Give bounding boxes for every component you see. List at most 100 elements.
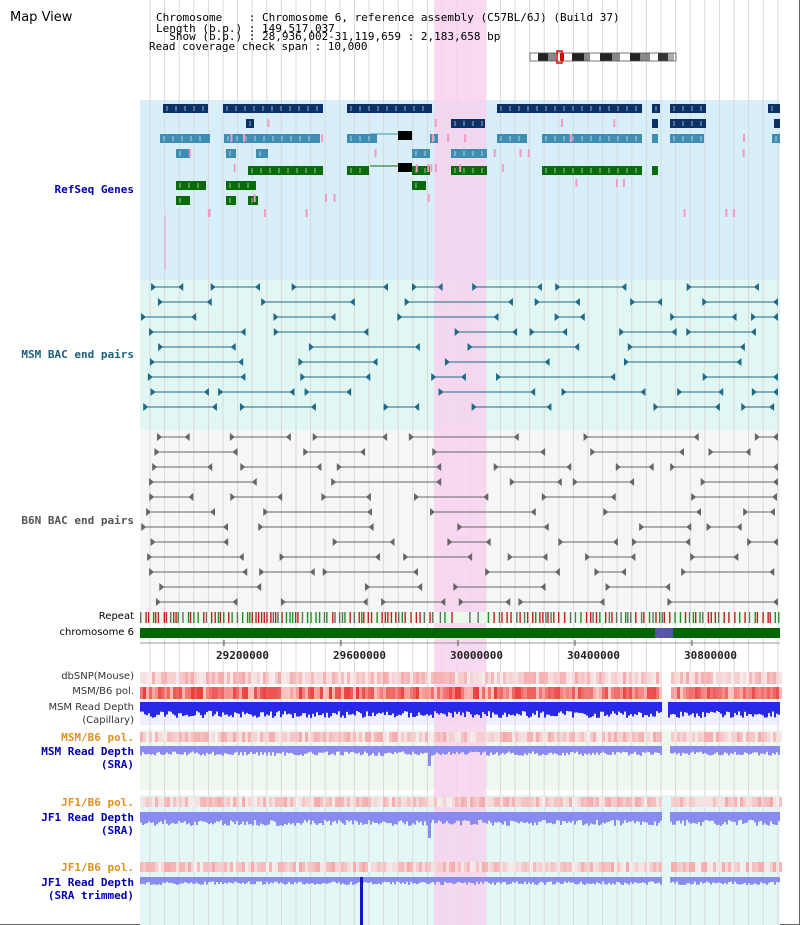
jf1-b6-pol-strip-2: [404, 862, 407, 872]
track-label-msm-bac[interactable]: MSM BAC end pairs: [21, 348, 134, 361]
msm-b6-pol-strip: [299, 687, 302, 699]
jf1-b6-pol-strip: [629, 797, 632, 807]
msm-capillary-depth-bar: [168, 702, 170, 712]
b6n-bac-pair-end: [336, 463, 342, 471]
jf1-b6-pol-strip: [680, 797, 683, 807]
repeat-feature: [611, 612, 613, 623]
jf1-trimmed-depth-bar: [542, 877, 544, 883]
jf1-sra-depth-bar: [558, 812, 560, 821]
refseq-minor-feature: [427, 164, 430, 172]
track-label-jf1-b6-pol[interactable]: JF1/B6 pol.: [61, 796, 134, 809]
refseq-minor-feature: [447, 134, 450, 142]
track-label-jf1-depth-sra[interactable]: JF1 Read Depth: [41, 811, 134, 824]
jf1-b6-pol-strip-2: [632, 862, 635, 872]
msm-b6-pol-strip: [656, 687, 659, 699]
repeat-feature: [272, 612, 275, 623]
b6n-bac-pair-end: [700, 478, 706, 486]
jf1-sra-depth-bar: [586, 812, 588, 824]
b6n-bac-pair-end: [412, 568, 418, 576]
msm-sra-depth-bar: [290, 746, 292, 753]
msm-capillary-depth-bar: [462, 702, 464, 713]
jf1-trimmed-depth-bar: [142, 877, 144, 884]
jf1-sra-depth-bar: [620, 812, 622, 826]
dbsnp-strip: [386, 672, 389, 684]
msm-capillary-depth-bar: [354, 702, 356, 716]
msm-sra-depth-bar: [644, 746, 646, 753]
msm-sra-depth-bar: [254, 746, 256, 754]
msm-capillary-depth-bar: [502, 702, 504, 715]
dbsnp-strip: [518, 672, 521, 684]
dbsnp-strip: [215, 672, 218, 684]
repeat-feature: [669, 612, 671, 623]
msm-b6-pol-strip-2: [776, 732, 779, 742]
jf1-sra-depth-bar: [466, 812, 468, 821]
track-label-refseq-genes[interactable]: RefSeq Genes: [54, 183, 134, 196]
jf1-b6-pol-strip: [617, 797, 620, 807]
dbsnp-strip: [572, 672, 575, 684]
track-label-jf1-b6-pol-2[interactable]: JF1/B6 pol.: [61, 861, 134, 874]
jf1-b6-pol-strip-2: [659, 862, 662, 872]
msm-b6-pol-strip-2: [770, 732, 773, 742]
jf1-b6-pol-strip: [176, 797, 179, 807]
jf1-sra-depth-bar: [468, 812, 470, 821]
msm-b6-pol-strip: [581, 687, 584, 699]
msm-sra-depth-bar: [210, 746, 212, 754]
dbsnp-strip: [419, 672, 422, 684]
dbsnp-strip: [425, 672, 428, 684]
msm-bac-pair-end: [702, 373, 708, 381]
repeat-feature: [376, 612, 378, 623]
track-label-msm-b6-pol[interactable]: MSM/B6 pol.: [72, 686, 134, 697]
b6n-bac-pair-end: [505, 598, 511, 606]
jf1-sra-depth-bar: [164, 812, 166, 820]
jf1-sra-depth-bar: [442, 812, 444, 825]
msm-b6-pol-strip-2: [230, 732, 233, 742]
track-label-msm-depth-sra[interactable]: MSM Read Depth: [41, 745, 134, 758]
msm-b6-pol-strip-2: [779, 732, 782, 742]
jf1-sra-depth-bar: [426, 812, 428, 826]
msm-sra-depth-bar: [622, 746, 624, 752]
msm-b6-pol-strip-2: [188, 732, 191, 742]
msm-b6-pol-strip: [401, 687, 404, 699]
track-label-repeat[interactable]: Repeat: [98, 611, 134, 622]
msm-capillary-depth-bar: [320, 702, 322, 715]
msm-sra-depth-bar: [330, 746, 332, 755]
repeat-feature: [289, 612, 291, 623]
msm-bac-pair-end: [773, 388, 778, 396]
jf1-b6-pol-strip: [386, 797, 389, 807]
jf1-trimmed-depth-bar: [536, 877, 538, 885]
b6n-bac-pair-end: [258, 523, 264, 531]
jf1-sra-depth-bar: [404, 812, 406, 825]
msm-b6-pol-strip-2: [458, 732, 461, 742]
jf1-trimmed-depth-bar: [768, 877, 770, 883]
b6n-bac-pair-end: [403, 553, 409, 561]
b6n-bac-pair-end: [280, 598, 286, 606]
track-label-msm-depth-capillary[interactable]: MSM Read Depth: [48, 702, 134, 713]
jf1-trimmed-depth-bar: [384, 877, 386, 882]
msm-b6-pol-strip: [311, 687, 314, 699]
dbsnp-strip: [374, 672, 377, 684]
jf1-trimmed-depth-bar: [476, 877, 478, 882]
track-label-b6n-bac[interactable]: B6N BAC end pairs: [21, 514, 134, 527]
jf1-trimmed-depth-bar: [728, 877, 730, 883]
dbsnp-strip: [575, 672, 578, 684]
msm-b6-pol-strip-2: [518, 732, 521, 742]
msm-sra-depth-bar: [184, 746, 186, 753]
repeat-feature: [739, 612, 741, 623]
dbsnp-strip: [218, 672, 221, 684]
track-label-dbsnp[interactable]: dbSNP(Mouse): [61, 671, 134, 682]
jf1-b6-pol-strip-2: [209, 862, 212, 872]
msm-b6-pol-strip-2: [707, 732, 710, 742]
msm-sra-depth-bar: [280, 746, 282, 754]
track-label-jf1-depth-trimmed[interactable]: JF1 Read Depth: [41, 876, 134, 889]
track-label-msm-b6-pol-2[interactable]: MSM/B6 pol.: [61, 731, 134, 744]
msm-sra-depth-bar: [706, 746, 708, 755]
jf1-b6-pol-strip-2: [491, 862, 494, 872]
jf1-sra-depth-bar: [144, 812, 146, 824]
jf1-trimmed-depth-bar: [236, 877, 238, 883]
jf1-b6-pol-strip-2: [230, 862, 233, 872]
msm-b6-pol-strip: [674, 687, 677, 699]
msm-bac-pair-end: [363, 328, 369, 336]
jf1-sra-depth-bar: [304, 812, 306, 821]
track-label-chromosome[interactable]: chromosome 6: [59, 627, 134, 638]
